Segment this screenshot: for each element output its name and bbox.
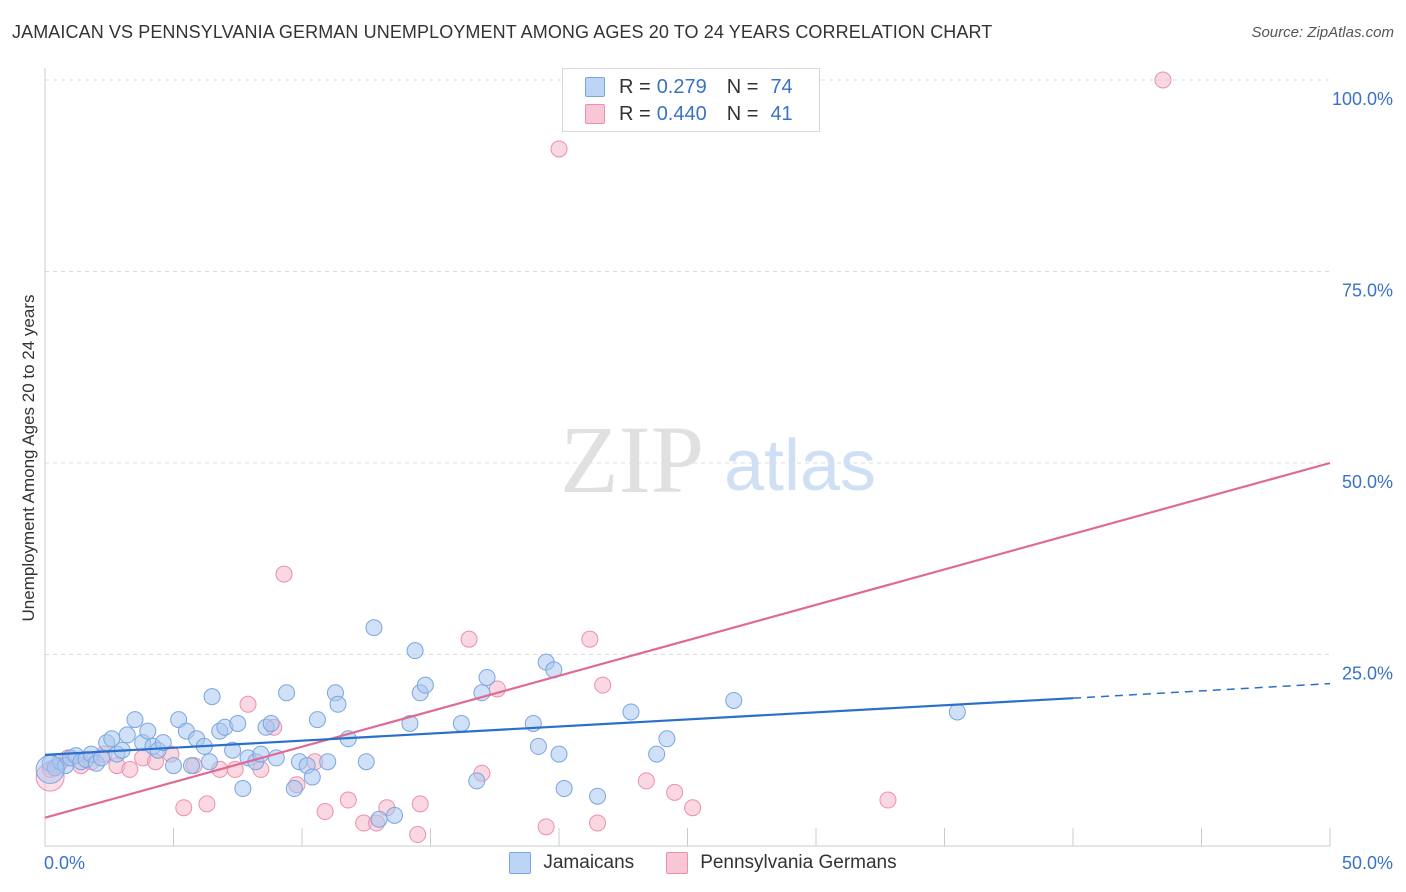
point-jamaicans xyxy=(468,772,486,790)
point-jamaicans xyxy=(370,810,388,828)
point-pennsylvania-germans xyxy=(589,814,607,832)
point-pennsylvania-germans xyxy=(409,826,427,844)
point-jamaicans xyxy=(285,780,303,798)
point-pennsylvania-germans xyxy=(637,772,655,790)
point-jamaicans xyxy=(406,642,424,660)
point-pennsylvania-germans xyxy=(411,795,429,813)
point-jamaicans xyxy=(139,722,157,740)
legend-swatch-blue xyxy=(585,77,605,97)
point-jamaicans xyxy=(948,703,966,721)
tick-labels: 25.0% 50.0% 75.0% 100.0% 0.0% 50.0% xyxy=(44,89,1393,873)
point-pennsylvania-germans xyxy=(316,803,334,821)
point-jamaicans xyxy=(154,734,172,752)
point-pennsylvania-germans xyxy=(239,695,257,713)
source-label: Source: ZipAtlas.com xyxy=(1251,24,1394,41)
legend-r-label: R = xyxy=(619,102,651,125)
trend-lines xyxy=(44,461,1331,819)
point-jamaicans xyxy=(35,754,65,784)
point-jamaicans xyxy=(386,806,404,824)
point-jamaicans xyxy=(329,695,347,713)
legend-r-label: R = xyxy=(619,75,651,98)
legend-swatch-jamaicans xyxy=(509,852,532,874)
point-jamaicans xyxy=(182,757,200,775)
y-tick-label: 50.0% xyxy=(1342,472,1393,492)
point-jamaicans xyxy=(308,711,326,729)
point-jamaicans xyxy=(622,703,640,721)
point-jamaicans xyxy=(648,745,666,763)
point-jamaicans xyxy=(200,753,218,771)
point-jamaicans xyxy=(452,714,470,732)
x-tick-label: 50.0% xyxy=(1342,853,1393,873)
legend-swatch-pennsylvania-germans xyxy=(666,852,689,874)
legend-n-value: 41 xyxy=(770,102,793,125)
legend-n-label: N = xyxy=(726,75,759,98)
point-jamaicans xyxy=(203,688,221,706)
point-jamaicans xyxy=(478,668,496,686)
point-jamaicans xyxy=(224,741,242,759)
point-jamaicans xyxy=(550,745,568,763)
y-axis-label: Unemployment Among Ages 20 to 24 years xyxy=(19,295,38,622)
trend-line-pennsylvania-germans xyxy=(44,461,1331,819)
watermark: ZIP atlas xyxy=(560,406,876,513)
point-jamaicans xyxy=(416,676,434,694)
trend-line-jamaicans xyxy=(44,697,1074,756)
point-jamaicans xyxy=(529,737,547,755)
chart-title: JAMAICAN VS PENNSYLVANIA GERMAN UNEMPLOY… xyxy=(12,22,993,42)
point-jamaicans xyxy=(357,753,375,771)
trend-line-jamaicans-extension xyxy=(1072,682,1331,699)
legend-r-value: 0.440 xyxy=(656,102,707,125)
point-jamaicans xyxy=(589,787,607,805)
point-pennsylvania-germans xyxy=(537,818,555,836)
point-jamaicans xyxy=(234,780,252,798)
point-jamaicans xyxy=(555,780,573,798)
point-jamaicans xyxy=(126,711,144,729)
x-tick-label: 0.0% xyxy=(44,853,85,873)
legend-label-pennsylvania-germans: Pennsylvania Germans xyxy=(700,852,897,873)
watermark-zip: ZIP xyxy=(560,406,704,513)
legend-item-pennsylvania-germans: Pennsylvania Germans xyxy=(666,852,897,874)
point-pennsylvania-germans xyxy=(594,676,612,694)
series-jamaicans-points xyxy=(35,619,966,828)
point-pennsylvania-germans xyxy=(550,140,568,158)
legend-row-pennsylvania-germans: R = 0.440 N = 41 xyxy=(585,102,793,126)
point-pennsylvania-germans xyxy=(666,783,684,801)
legend-swatch-pink xyxy=(585,104,605,124)
point-pennsylvania-germans xyxy=(275,565,293,583)
axes xyxy=(44,68,1331,847)
y-tick-label: 25.0% xyxy=(1342,664,1393,684)
point-jamaicans xyxy=(303,768,321,786)
legend-r-value: 0.279 xyxy=(656,75,707,98)
point-jamaicans xyxy=(262,714,280,732)
point-jamaicans xyxy=(365,619,383,637)
point-jamaicans xyxy=(401,714,419,732)
legend-n-label: N = xyxy=(726,102,759,125)
y-tick-label: 75.0% xyxy=(1342,281,1393,301)
point-pennsylvania-germans xyxy=(684,799,702,817)
point-pennsylvania-germans xyxy=(581,630,599,648)
point-jamaicans xyxy=(658,730,676,748)
legend-n-value: 74 xyxy=(770,75,793,98)
point-pennsylvania-germans xyxy=(879,791,897,809)
watermark-atlas: atlas xyxy=(724,426,876,506)
point-pennsylvania-germans xyxy=(175,799,193,817)
stats-legend: R = 0.279 N = 74 R = 0.440 N = 41 xyxy=(562,68,820,132)
legend-label-jamaicans: Jamaicans xyxy=(543,852,635,873)
point-pennsylvania-germans xyxy=(121,760,139,778)
point-jamaicans xyxy=(165,757,182,775)
legend-row-jamaicans: R = 0.279 N = 74 xyxy=(585,75,793,99)
point-pennsylvania-germans xyxy=(1154,71,1172,89)
point-pennsylvania-germans xyxy=(198,795,216,813)
point-pennsylvania-germans xyxy=(460,630,478,648)
point-pennsylvania-germans xyxy=(339,791,357,809)
legend-item-jamaicans: Jamaicans xyxy=(509,852,634,874)
point-jamaicans xyxy=(725,691,743,709)
point-jamaicans xyxy=(278,684,296,702)
point-jamaicans xyxy=(319,753,337,771)
grid-lines xyxy=(45,79,1330,655)
point-jamaicans xyxy=(118,726,136,744)
y-tick-label: 100.0% xyxy=(1332,89,1393,109)
point-jamaicans xyxy=(229,714,247,732)
series-legend: Jamaicans Pennsylvania Germans xyxy=(0,852,1406,874)
